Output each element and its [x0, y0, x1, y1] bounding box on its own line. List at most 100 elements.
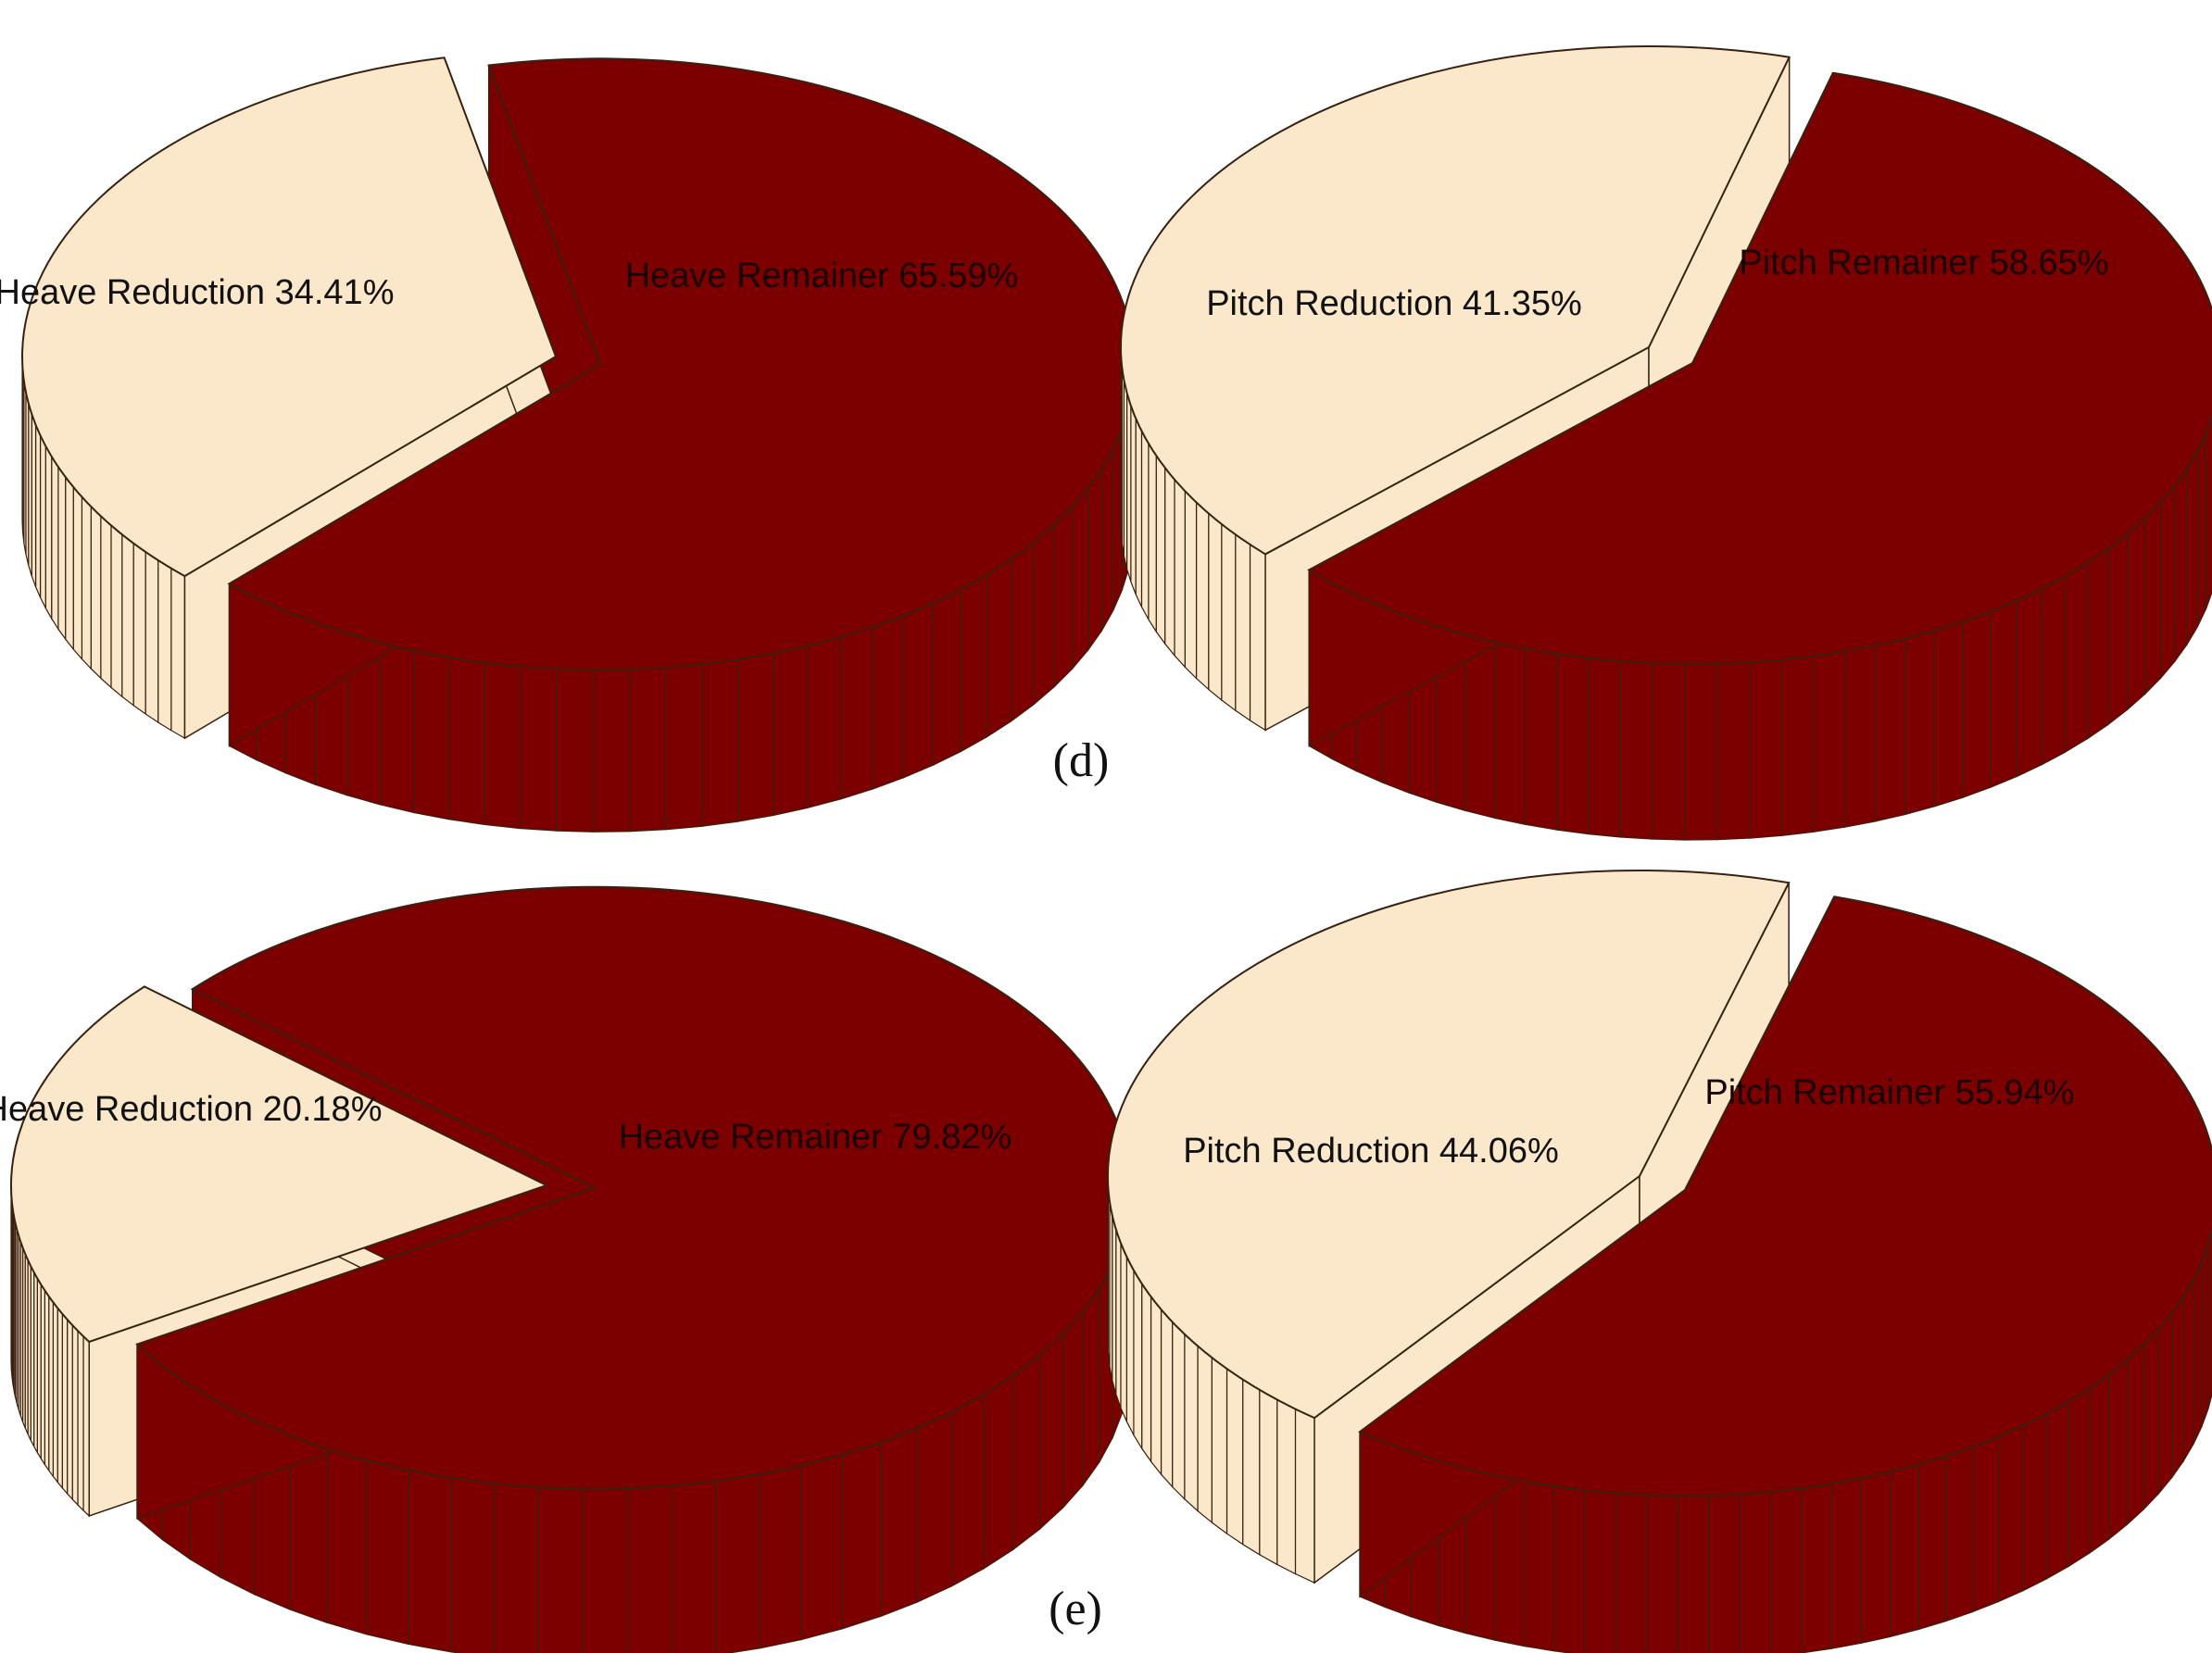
pie-side-segment	[31, 413, 37, 587]
pie-side-segment	[2193, 1261, 2203, 1445]
pie-4-slice-2-top	[1358, 895, 2212, 1496]
pie-side-segment	[65, 475, 74, 651]
pie-side-segment	[57, 1306, 63, 1490]
pie-side-segment	[40, 1282, 45, 1467]
pie-side-segment	[1716, 661, 1751, 841]
pie-side-segment	[2182, 1276, 2194, 1463]
pie-side-segment	[52, 1300, 58, 1484]
pie-side-segment	[2067, 1386, 2091, 1568]
pie-side-segment	[44, 1288, 50, 1472]
pie-side-segment	[1684, 663, 1718, 841]
pie-chart-1: Heave Reduction 34.41% Heave Remainer 65.…	[0, 56, 1135, 833]
pie-side-segment	[413, 649, 449, 820]
pie-side-segment	[2144, 500, 2162, 695]
pie-side-segment	[1588, 657, 1621, 838]
pie-side-segment	[1148, 441, 1157, 634]
pie-side-segment	[872, 614, 905, 790]
pie-side-segment	[1211, 1356, 1228, 1535]
pie-side-segment	[1115, 1229, 1122, 1409]
pie-side-segment	[1225, 1367, 1244, 1546]
pie-2-label-reduction: Pitch Reduction 41.35%	[1206, 284, 1582, 323]
pie-side-segment	[537, 1486, 584, 1653]
pie-side-segment	[61, 1312, 69, 1496]
pie-side-segment	[1012, 1353, 1041, 1551]
pie-side-segment	[1221, 522, 1237, 712]
pie-side-segment	[326, 1447, 368, 1635]
caption-e: (e)	[1049, 1583, 1102, 1635]
pie-side-segment	[77, 1329, 84, 1512]
pie-side-segment	[880, 1427, 919, 1618]
pie-side-segment	[1801, 1483, 1832, 1653]
pie-side-segment	[951, 1393, 985, 1587]
pie-side-segment	[1242, 1378, 1261, 1556]
pie-side-segment	[82, 1334, 90, 1518]
pie-side-segment	[1184, 1333, 1199, 1512]
pie-3-label-remainder: Heave Remainer 79.82%	[619, 1118, 1012, 1157]
pie-2-label-remainder: Pitch Remainer 58.65%	[1739, 244, 2108, 282]
pie-side-segment	[2160, 483, 2176, 680]
pie-side-segment	[1525, 647, 1558, 831]
pie-side-segment	[519, 665, 558, 832]
pie-side-segment	[1553, 1485, 1586, 1653]
pie-side-segment	[1494, 641, 1527, 826]
pie-side-segment	[932, 588, 961, 767]
pie-side-segment	[1184, 489, 1198, 680]
pie-side-segment	[1125, 392, 1132, 582]
pie-side-segment	[983, 1374, 1014, 1570]
pie-side-segment	[627, 1484, 673, 1653]
pie-side-segment	[2196, 432, 2207, 627]
pie-side-segment	[1555, 653, 1590, 835]
pie-side-segment	[2174, 466, 2188, 663]
pie-side-segment	[1011, 541, 1035, 722]
pie-side-segment	[2108, 1358, 2129, 1541]
pie-side-segment	[629, 667, 667, 833]
pie-side-segment	[1934, 620, 1965, 808]
pie-side-segment	[1904, 629, 1936, 816]
pie-side-segment	[1875, 637, 1906, 822]
pie-side-segment	[2087, 547, 2109, 740]
pie-side-segment	[1100, 445, 1114, 633]
pie-side-segment	[1945, 1446, 1974, 1622]
pie-side-segment	[1619, 660, 1653, 840]
pie-side-segment	[2016, 587, 2042, 778]
pie-side-segment	[81, 495, 92, 670]
pie-side-segment	[1112, 1215, 1117, 1395]
pie-4-slice-1-top	[1107, 870, 1791, 1420]
pie-side-segment	[1615, 1492, 1648, 1653]
pie-side-segment	[2065, 561, 2089, 754]
pie-1-slice-1-top	[21, 56, 558, 578]
pie-side-segment	[839, 626, 873, 800]
pie-side-segment	[1164, 466, 1175, 657]
pie-2-slice-2-top	[1307, 71, 2212, 665]
pie-side-segment	[1917, 1455, 1947, 1631]
pie-side-segment	[1962, 610, 1992, 798]
pie-side-segment	[672, 1480, 718, 1653]
pie-side-segment	[1584, 1489, 1616, 1653]
pie-side-segment	[665, 663, 703, 831]
pie-side-segment	[916, 1410, 953, 1603]
pie-side-segment	[1860, 1471, 1892, 1645]
pie-side-segment	[145, 550, 159, 724]
pie-side-segment	[21, 358, 24, 532]
pie-side-segment	[2171, 1294, 2184, 1480]
pie-side-segment	[1259, 1388, 1278, 1566]
pie-side-segment	[71, 1323, 79, 1507]
pie-side-segment	[737, 652, 774, 822]
pie-side-segment	[379, 642, 415, 814]
pie-side-segment	[1294, 1408, 1315, 1584]
pie-side-segment	[57, 465, 67, 642]
pie-side-segment	[1087, 466, 1103, 652]
pie-side-segment	[1141, 1282, 1152, 1464]
pie-side-segment	[1770, 1487, 1803, 1653]
pie-side-segment	[1135, 418, 1143, 607]
pie-side-segment	[1160, 1308, 1174, 1489]
pie-side-segment	[759, 1464, 802, 1649]
pie-side-segment	[583, 1487, 629, 1653]
pie-side-segment	[2206, 414, 2212, 609]
pie-side-segment	[34, 424, 42, 598]
pie-side-segment	[1082, 1285, 1100, 1487]
pie-side-segment	[807, 636, 842, 809]
pie-side-segment	[494, 1483, 540, 1653]
pie-side-segment	[1120, 1243, 1127, 1422]
